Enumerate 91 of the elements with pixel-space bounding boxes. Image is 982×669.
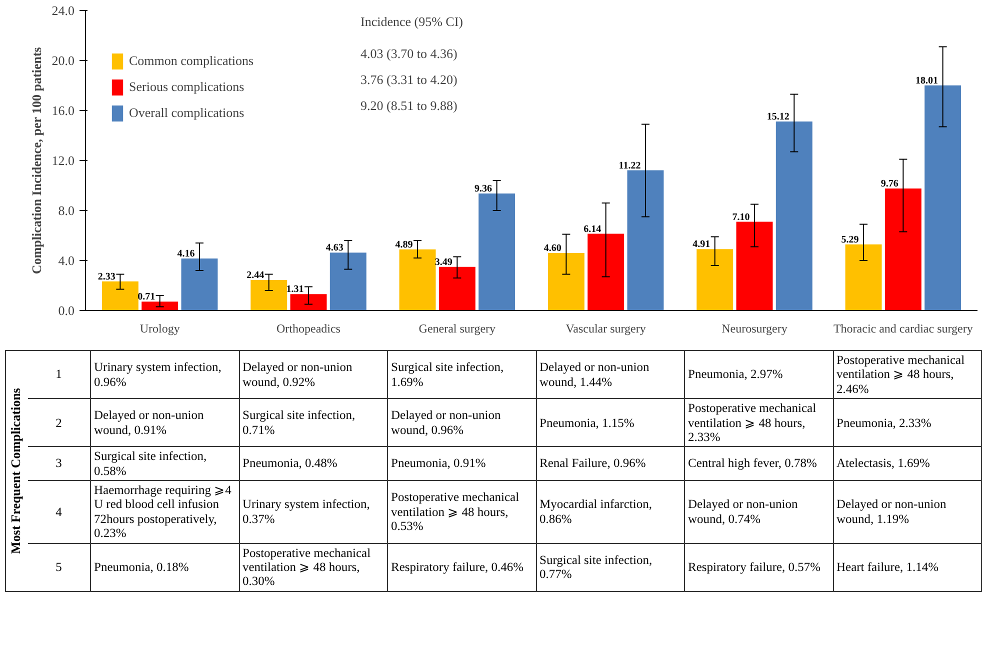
- text: Respiratory failure, 0.57%: [684, 543, 833, 592]
- text: Heart failure, 1.14%: [833, 543, 982, 592]
- y-tick-label: 16.0: [52, 103, 74, 118]
- bar: [548, 253, 584, 310]
- text: Pneumonia, 1.15%: [536, 398, 684, 447]
- text: Postoperative mechanical ventilation ⩾ 48 hours, 0.53%: [388, 480, 536, 543]
- text: Delayed or non-union wound, 1.19%: [833, 480, 982, 543]
- text: Surgical site infection, 0.58%: [90, 446, 239, 480]
- x-tick-label: General surgery: [418, 322, 496, 336]
- data-label: 11.22: [618, 160, 641, 172]
- text: Urinary system infection, 0.37%: [239, 480, 388, 543]
- data-label: 4.91: [692, 239, 710, 250]
- bar: [181, 258, 218, 310]
- text: Most Frequent Complications: [8, 388, 24, 554]
- text: Delayed or non-union wound, 0.91%: [90, 398, 239, 447]
- data-label: 15.12: [766, 112, 790, 122]
- data-label: 1.31: [286, 284, 304, 296]
- bar: [588, 234, 624, 310]
- text: Haemorrhage requiring ⩾4 U red blood cell infusion 72hours postoperatively, 0.23%: [90, 480, 239, 543]
- y-tick-label: 20.0: [52, 53, 74, 68]
- text: 5: [28, 543, 90, 592]
- y-axis-title: Complication Incidence, per 100 patients: [28, 47, 44, 274]
- data-label: 18.01: [916, 75, 938, 86]
- x-tick-label: Orthopeadics: [276, 322, 341, 336]
- text: Postoperative mechanical ventilation ⩾ 48 hours, 0.30%: [239, 543, 388, 592]
- annotation: 9.20 (8.51 to 9.88): [360, 98, 458, 113]
- bar: [736, 222, 773, 310]
- text: Delayed or non-union wound, 1.44%: [536, 350, 684, 399]
- bar: [884, 188, 922, 310]
- annotation: Incidence (95% CI): [360, 14, 464, 29]
- x-tick-label: Urology: [140, 322, 180, 336]
- data-label: 4.16: [177, 248, 195, 260]
- annotation: 3.76 (3.31 to 4.20): [360, 72, 458, 87]
- bar: [776, 122, 812, 310]
- x-tick-label: Thoracic and cardiac surgery: [833, 322, 973, 336]
- legend-label: Overall complications: [129, 105, 244, 121]
- data-label: 4.60: [544, 243, 562, 254]
- y-tick-label: 12.0: [52, 153, 74, 168]
- bar: [845, 244, 882, 310]
- text: Pneumonia, 2.97%: [684, 350, 833, 399]
- data-label: 6.14: [584, 224, 602, 235]
- text: Postoperative mechanical ventilation ⩾ 48 hours, 2.46%: [833, 350, 982, 399]
- text: Myocardial infarction, 0.86%: [536, 480, 684, 543]
- x-tick-label: Vascular surgery: [566, 322, 646, 336]
- y-tick-label: 0.0: [58, 303, 74, 318]
- data-label: 4.63: [326, 242, 344, 254]
- text: 3: [28, 446, 90, 480]
- bar: [399, 249, 436, 310]
- bar: [330, 252, 366, 310]
- text: Pneumonia, 0.18%: [90, 543, 239, 592]
- text: Surgical site infection, 0.77%: [536, 543, 684, 592]
- text: 2: [28, 398, 90, 447]
- text: Surgical site infection, 1.69%: [388, 350, 536, 399]
- bar: [478, 194, 516, 310]
- data-label: 7.10: [732, 212, 750, 223]
- annotation: 4.03 (3.70 to 4.36): [360, 46, 458, 61]
- bar: [102, 281, 138, 310]
- y-tick-label: 24.0: [52, 3, 74, 18]
- bar: [696, 249, 734, 310]
- text: Postoperative mechanical ventilation ⩾ 48 hours, 2.33%: [684, 398, 833, 447]
- data-label: 5.29: [841, 234, 859, 246]
- data-label: 2.33: [98, 271, 116, 282]
- text: Atelectasis, 1.69%: [833, 446, 982, 480]
- text: Urinary system infection, 0.96%: [90, 350, 239, 399]
- data-label: 9.76: [880, 178, 898, 190]
- text: 4: [28, 480, 90, 543]
- legend-label: Serious complications: [129, 79, 244, 95]
- text: Pneumonia, 2.33%: [833, 398, 982, 447]
- data-label: 4.89: [395, 239, 413, 250]
- text: Renal Failure, 0.96%: [536, 446, 684, 480]
- data-label: 9.36: [474, 184, 492, 194]
- text: Pneumonia, 0.48%: [239, 446, 388, 480]
- data-label: 2.44: [246, 270, 264, 281]
- text: Delayed or non-union wound, 0.96%: [388, 398, 536, 447]
- text: Central high fever, 0.78%: [684, 446, 833, 480]
- text: 1: [28, 350, 90, 399]
- bar: [438, 266, 476, 310]
- text: Delayed or non-union wound, 0.92%: [239, 350, 388, 399]
- text: Respiratory failure, 0.46%: [388, 543, 536, 592]
- bar: [250, 280, 288, 310]
- bar: [142, 302, 178, 310]
- text: Delayed or non-union wound, 0.74%: [684, 480, 833, 543]
- bar: [924, 85, 962, 310]
- legend-label: Common complications: [129, 53, 254, 69]
- bar: [290, 294, 327, 310]
- x-tick-label: Neurosurgery: [722, 322, 788, 336]
- bar: [627, 170, 664, 310]
- y-tick-label: 8.0: [58, 203, 74, 218]
- text: Surgical site infection, 0.71%: [239, 398, 388, 447]
- y-tick-label: 4.0: [58, 253, 74, 268]
- text: Pneumonia, 0.91%: [388, 446, 536, 480]
